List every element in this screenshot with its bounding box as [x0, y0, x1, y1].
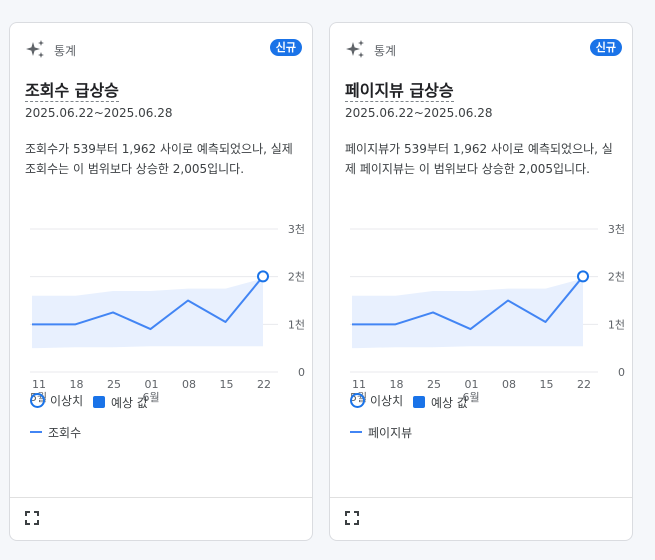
legend-outlier-label: 이상치: [370, 394, 404, 408]
legend-series-row: 페이지뷰: [350, 422, 418, 441]
date-range: 2025.06.22~2025.06.28: [25, 106, 173, 120]
y-tick-label: 0: [298, 366, 305, 379]
x-tick-label: 11: [32, 378, 46, 391]
insight-card-pageviews[interactable]: 통계 신규 페이지뷰 급상승 2025.06.22~2025.06.28 페이지…: [329, 22, 633, 541]
x-tick-label: 01: [465, 378, 479, 391]
y-tick-label: 1천: [288, 317, 305, 331]
x-tick-label: 18: [390, 378, 404, 391]
new-badge: 신규: [269, 39, 302, 56]
x-tick-label: 15: [220, 378, 234, 391]
expected-range-band: [352, 278, 583, 349]
legend-series-label: 페이지뷰: [368, 425, 413, 440]
card-title-text[interactable]: 조회수 급상승: [25, 81, 119, 102]
legend-expected[interactable]: 예상 값: [412, 394, 468, 411]
y-tick-label: 3천: [288, 222, 305, 236]
category-label: 통계: [54, 44, 77, 58]
legend-series-label: 조회수: [48, 425, 82, 440]
y-tick-label: 2천: [608, 270, 625, 284]
fullscreen-icon[interactable]: [345, 511, 359, 525]
x-tick-label: 22: [577, 378, 591, 391]
legend-series[interactable]: 페이지뷰: [350, 424, 412, 441]
card-header: 통계 신규: [25, 39, 302, 59]
card-header: 통계 신규: [345, 39, 622, 59]
legend-outlier[interactable]: 이상치: [30, 392, 83, 409]
card-title[interactable]: 페이지뷰 급상승: [345, 77, 454, 102]
legend-expected-label: 예상 값: [430, 395, 468, 410]
expected-range-band: [32, 278, 263, 349]
x-tick-label: 01: [145, 378, 159, 391]
y-tick-label: 3천: [608, 222, 625, 236]
fullscreen-icon[interactable]: [25, 511, 39, 525]
legend-row: 이상치 예상 값: [30, 392, 154, 411]
date-range: 2025.06.22~2025.06.28: [345, 106, 493, 120]
x-month-label: 6월: [143, 391, 160, 404]
expected-band-icon: [412, 396, 425, 408]
x-tick-label: 11: [352, 378, 366, 391]
outlier-point: [257, 270, 269, 283]
series-line-icon: [30, 431, 42, 433]
outlier-marker-icon: [350, 393, 365, 408]
legend-outlier-label: 이상치: [50, 394, 84, 408]
card-footer-divider: [10, 497, 312, 498]
expected-band-icon: [92, 396, 105, 408]
x-tick-label: 22: [257, 378, 271, 391]
series-line-icon: [350, 431, 362, 433]
legend-row: 이상치 예상 값: [350, 392, 474, 411]
legend-expected-label: 예상 값: [110, 395, 148, 410]
legend-expected[interactable]: 예상 값: [92, 394, 148, 411]
x-tick-label: 08: [502, 378, 516, 391]
category-label: 통계: [374, 44, 397, 58]
x-tick-label: 25: [107, 378, 121, 391]
sparkle-icon: [346, 40, 364, 58]
card-footer-divider: [330, 497, 632, 498]
new-badge: 신규: [589, 39, 622, 56]
x-tick-label: 15: [540, 378, 554, 391]
legend-series[interactable]: 조회수: [30, 424, 81, 441]
card-title[interactable]: 조회수 급상승: [25, 77, 119, 102]
card-description: 페이지뷰가 539부터 1,962 사이로 예측되었으나, 실제 페이지뷰는 이…: [345, 142, 613, 176]
card-description: 조회수가 539부터 1,962 사이로 예측되었으나, 실제 조회수는 이 범…: [25, 142, 293, 176]
series-line: [352, 275, 584, 331]
insight-card-views[interactable]: 통계 신규 조회수 급상승 2025.06.22~2025.06.28 조회수가…: [9, 22, 313, 541]
x-tick-label: 25: [427, 378, 441, 391]
outlier-marker-icon: [30, 393, 45, 408]
y-tick-label: 0: [618, 366, 625, 379]
card-title-text[interactable]: 페이지뷰 급상승: [345, 81, 454, 102]
legend-outlier[interactable]: 이상치: [350, 392, 403, 409]
sparkle-icon: [26, 40, 44, 58]
series-line: [32, 275, 264, 331]
x-month-label: 6월: [463, 391, 480, 404]
legend-series-row: 조회수: [30, 422, 87, 441]
x-tick-label: 08: [182, 378, 196, 391]
y-tick-label: 1천: [608, 317, 625, 331]
outlier-point: [577, 270, 589, 283]
x-tick-label: 18: [70, 378, 84, 391]
y-tick-label: 2천: [288, 270, 305, 284]
